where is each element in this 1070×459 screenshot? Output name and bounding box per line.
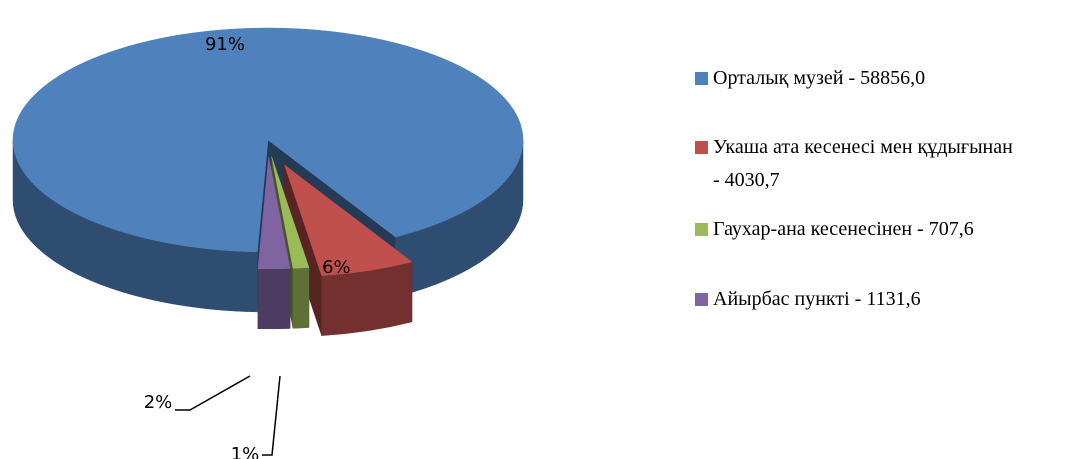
legend-swatch [695,72,708,85]
chart: 91% 6% 1% 2% [12,27,524,459]
leader-line [262,375,281,456]
legend-label: Укаша ата кесенесі мен құдығынан - 4030,… [713,136,1013,191]
legend-swatch [695,223,708,236]
slice-face [257,156,291,270]
data-label: 91% [205,34,245,55]
legend-label: Айырбас пункті - 1131,6 [713,288,921,310]
slice-face [257,268,291,330]
data-label: 6% [322,257,351,278]
pie-slice [257,156,291,330]
data-label: 1% [231,444,260,459]
legend-label: Орталық музей - 58856,0 [713,67,926,89]
legend-swatch [695,293,708,306]
slice-face [12,27,524,253]
legend-item: Орталық музей - 58856,0 [695,62,1013,95]
leader-line [175,375,251,411]
legend-item: Гаухар-ана кесенесінен - 707,6 [695,213,1013,246]
slice-face [271,156,310,269]
legend-item: Укаша ата кесенесі мен құдығынан - 4030,… [695,131,1013,197]
data-label: 2% [144,392,173,413]
legend-label: Гаухар-ана кесенесінен - 707,6 [713,218,974,240]
legend-item: Айырбас пункті - 1131,6 [695,283,1013,316]
slice-face [283,164,413,276]
legend-swatch [695,141,708,154]
slice-face [292,267,310,329]
pie-slice [283,164,413,336]
